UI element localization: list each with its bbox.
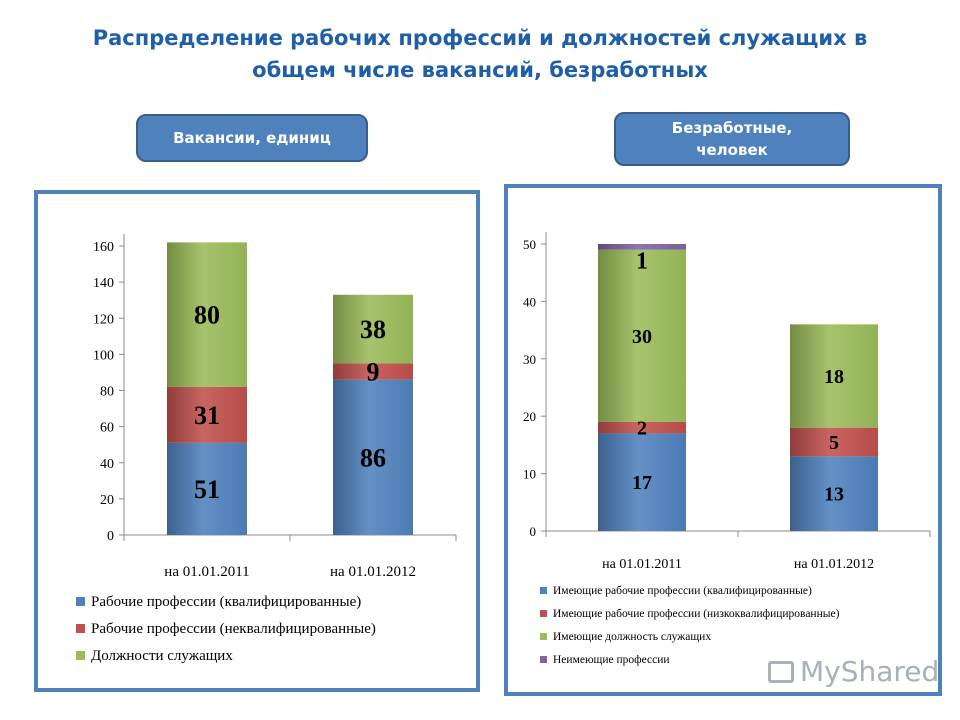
- legend-label: Имеющие должность служащих: [553, 631, 711, 643]
- y-tick-label: 30: [523, 352, 536, 367]
- y-tick-label: 80: [100, 385, 114, 400]
- unemployed-label-line-1: Безработные,: [671, 119, 793, 137]
- legend-swatch: [540, 633, 547, 640]
- legend-swatch: [540, 656, 547, 663]
- legend-swatch: [540, 587, 547, 594]
- bar-segment: [790, 456, 878, 531]
- y-tick-label: 20: [100, 493, 114, 508]
- data-label: 9: [367, 358, 380, 387]
- data-label: 5: [829, 432, 839, 454]
- category-label: на 01.01.2012: [794, 557, 874, 572]
- legend-label: Неимеющие профессии: [553, 654, 670, 666]
- data-label: 86: [360, 443, 386, 472]
- data-label: 1: [636, 248, 648, 274]
- legend-label: Рабочие профессии (неквалифицированные): [91, 621, 376, 637]
- bar-segment: [790, 324, 878, 428]
- bar-segment: [167, 242, 247, 387]
- legend-swatch: [76, 597, 85, 606]
- vacancies-chart: 0 20 40 60 80 100 120 140 160 на 01.01.2011 на 01.…: [76, 234, 457, 664]
- y-tick-label: 0: [107, 529, 114, 544]
- vacancies-chart-panel: 0 20 40 60 80 100 120 140 160 на 01.01.2011 на 01.…: [34, 190, 480, 692]
- watermark-text: MyShared: [800, 655, 940, 688]
- bar-segment: [598, 421, 686, 434]
- data-label: 31: [194, 401, 220, 430]
- bar-segment: [167, 442, 247, 535]
- title-line-1: Распределение рабочих профессий и должно…: [92, 26, 868, 50]
- y-tick-label: 160: [93, 240, 114, 255]
- category-label: на 01.01.2012: [330, 564, 416, 580]
- legend-swatch: [540, 610, 547, 617]
- y-tick-label: 140: [93, 276, 114, 291]
- unemployed-chart: 0 10 20 30 40 50 на 01.01.2011 на 01.01.2012 17 2…: [523, 232, 931, 666]
- bar-segment: [167, 386, 247, 443]
- watermark-logo: MyShared: [768, 655, 939, 688]
- presentation-icon: [768, 660, 794, 683]
- bar-segment: [598, 433, 686, 531]
- page-title: Распределение рабочих профессий и должно…: [60, 22, 900, 86]
- vacancies-label-text: Вакансии, единиц: [173, 129, 331, 147]
- y-tick-label: 40: [100, 457, 114, 472]
- bar-segment: [333, 379, 413, 535]
- bar-segment: [598, 244, 686, 250]
- bar-segment: [598, 249, 686, 422]
- y-tick-label: 0: [530, 524, 537, 539]
- legend-label: Рабочие профессии (квалифицированные): [91, 594, 361, 610]
- data-label: 51: [194, 475, 220, 504]
- y-tick-label: 100: [93, 348, 114, 363]
- y-tick-label: 60: [100, 421, 114, 436]
- unemployed-label-line-2: человек: [696, 141, 768, 159]
- y-tick-label: 40: [523, 294, 536, 309]
- data-label: 13: [824, 484, 844, 506]
- y-tick-label: 20: [523, 409, 536, 424]
- data-label: 80: [194, 301, 220, 330]
- legend-label: Должности служащих: [91, 648, 233, 664]
- bar-segment: [790, 427, 878, 457]
- title-line-2: общем числе вакансий, безработных: [252, 58, 708, 82]
- data-label: 18: [824, 366, 844, 388]
- category-label: на 01.01.2011: [164, 564, 249, 580]
- y-tick-label: 50: [523, 237, 536, 252]
- data-label: 38: [360, 315, 386, 344]
- bar-segment: [333, 294, 413, 364]
- legend-swatch: [76, 651, 85, 660]
- y-tick-label: 10: [523, 467, 536, 482]
- bar-segment: [333, 363, 413, 380]
- y-tick-label: 120: [93, 312, 114, 327]
- vacancies-label: Вакансии, единиц: [136, 114, 368, 162]
- legend-label: Имеющие рабочие профессии (квалифицирова…: [553, 585, 812, 597]
- legend-swatch: [76, 624, 85, 633]
- legend-label: Имеющие рабочие профессии (низкоквалифиц…: [553, 608, 840, 620]
- data-label: 17: [632, 472, 652, 494]
- category-label: на 01.01.2011: [602, 557, 682, 572]
- data-label: 2: [637, 418, 647, 440]
- data-label: 30: [632, 326, 652, 348]
- unemployed-label: Безработные, человек: [614, 112, 850, 166]
- unemployed-chart-panel: 0 10 20 30 40 50 на 01.01.2011 на 01.01.2012 17 2…: [504, 184, 942, 696]
